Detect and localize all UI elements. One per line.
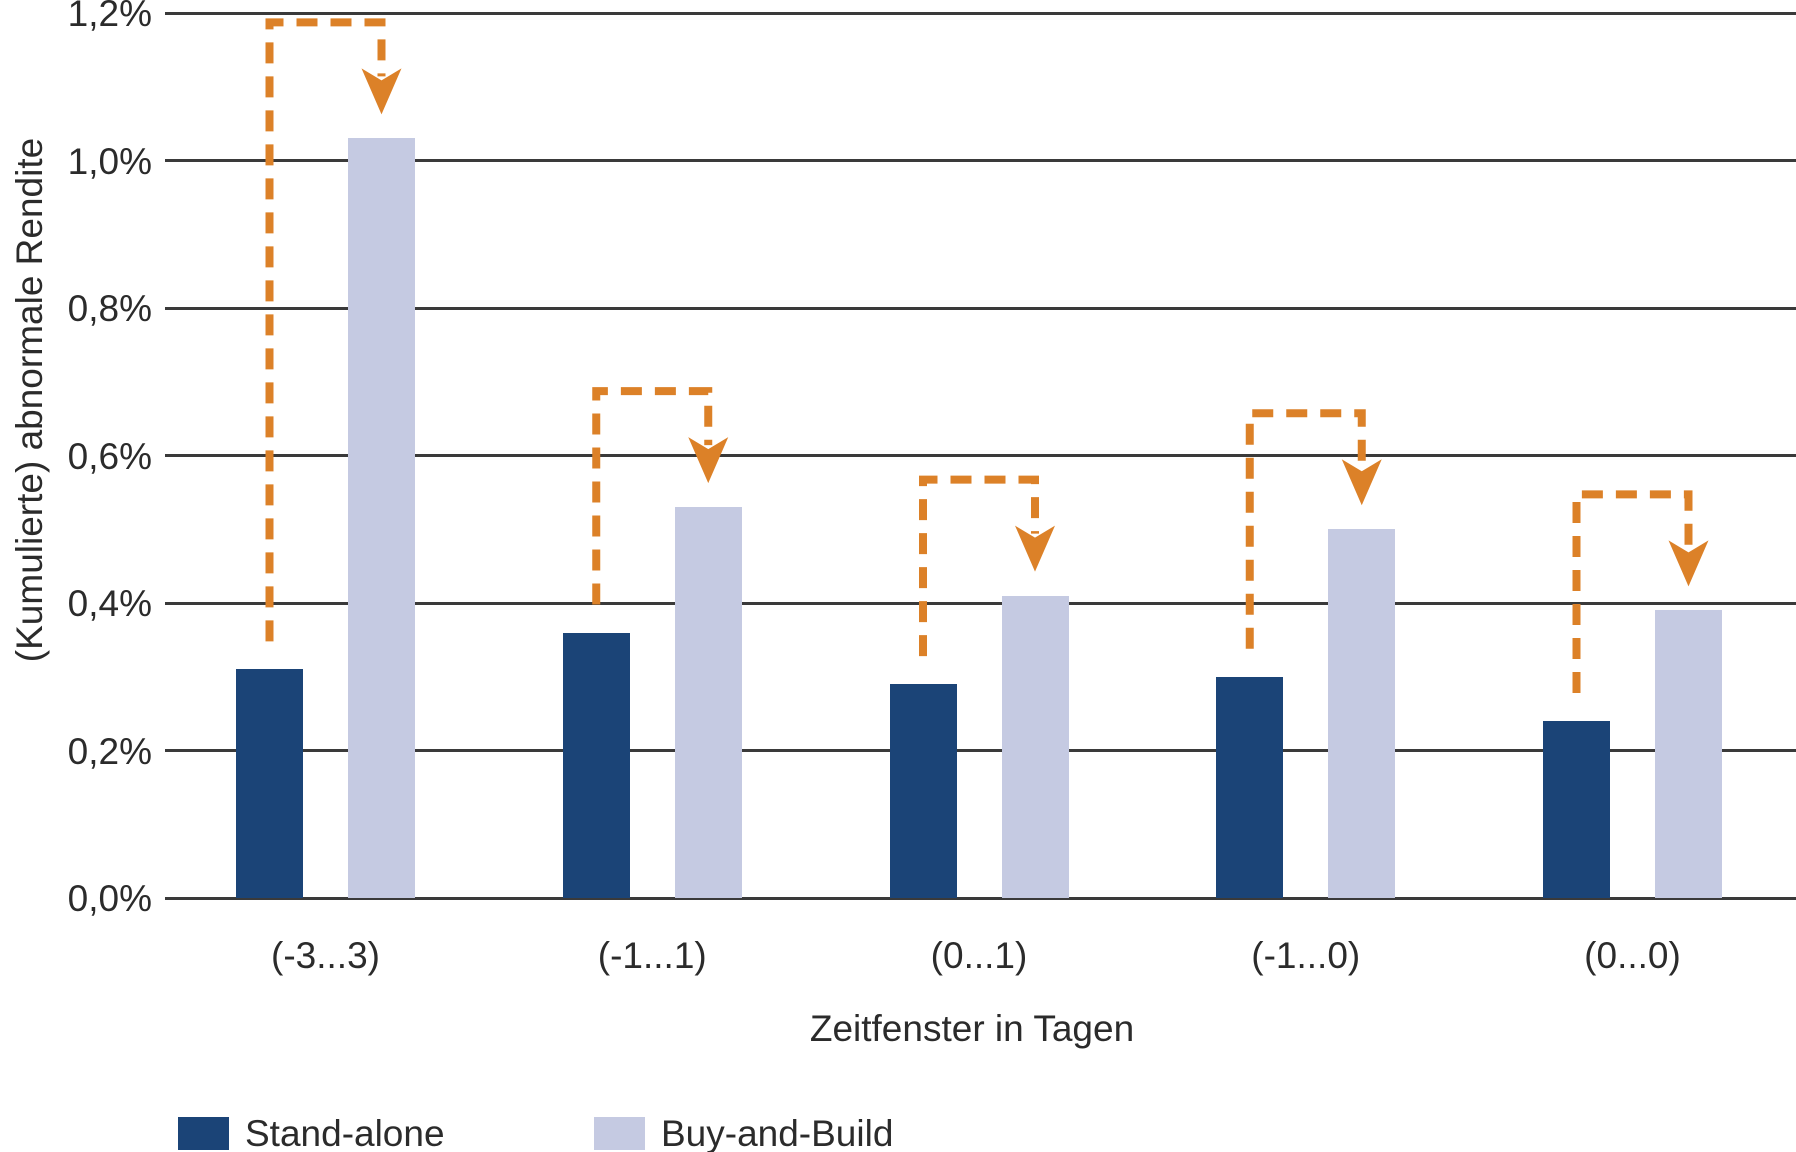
y-tick-label: 0,0% [67, 878, 152, 919]
y-tick-label: 1,0% [67, 140, 152, 182]
difference-arrow-head-(-3...3) [361, 68, 402, 115]
legend-swatch-buy-and-build [594, 1117, 645, 1150]
gridline-0.2 [165, 749, 1796, 752]
bar-stand-alone-(0...1) [889, 684, 957, 898]
y-tick-label: 0,2% [67, 730, 152, 772]
bar-buy-and-build-(-1...0) [1328, 529, 1396, 898]
difference-arrow-head-(0...1) [1015, 525, 1055, 572]
gridline-0.6 [165, 454, 1796, 457]
bar-buy-and-build-(0...0) [1655, 610, 1722, 898]
bar-stand-alone-(-3...3) [236, 669, 303, 898]
bar-stand-alone-(-1...0) [1216, 676, 1284, 898]
x-tick-label: (-3...3) [271, 935, 380, 976]
gridline-1 [165, 159, 1796, 162]
y-tick-label: 0,8% [67, 288, 152, 329]
y-tick-label: 1,2% [67, 0, 152, 34]
bar-buy-and-build-(0...1) [1001, 595, 1069, 898]
bar-stand-alone-(0...0) [1543, 721, 1610, 898]
gridline-0.8 [165, 306, 1796, 310]
gridline-1.2 [165, 11, 1796, 15]
x-axis-title: Zeitfenster in Tagen [809, 1008, 1135, 1049]
difference-arrow-head-(0...0) [1668, 540, 1709, 587]
y-tick-label: 0,4% [67, 583, 152, 624]
legend-label-buy-and-build: Buy-and-Build [661, 1113, 894, 1152]
x-tick-label: (0...1) [930, 935, 1028, 976]
bar-buy-and-build-(-1...1) [674, 507, 742, 898]
gridline-0 [165, 896, 1796, 900]
x-tick-label: (0...0) [1584, 935, 1681, 976]
difference-arrow-head-(-1...0) [1341, 459, 1382, 506]
y-tick-label: 0,6% [67, 435, 152, 477]
y-axis-title: (Kumulierte) abnormale Rendite [9, 137, 50, 663]
bar-buy-and-build-(-3...3) [348, 138, 415, 898]
bar-stand-alone-(-1...1) [562, 632, 630, 898]
x-tick-label: (-1...1) [597, 935, 707, 976]
legend-label-stand-alone: Stand-alone [245, 1113, 445, 1152]
legend-swatch-stand-alone [178, 1117, 229, 1150]
x-tick-label: (-1...0) [1251, 935, 1361, 976]
difference-arrow-head-(-1...1) [688, 437, 729, 484]
